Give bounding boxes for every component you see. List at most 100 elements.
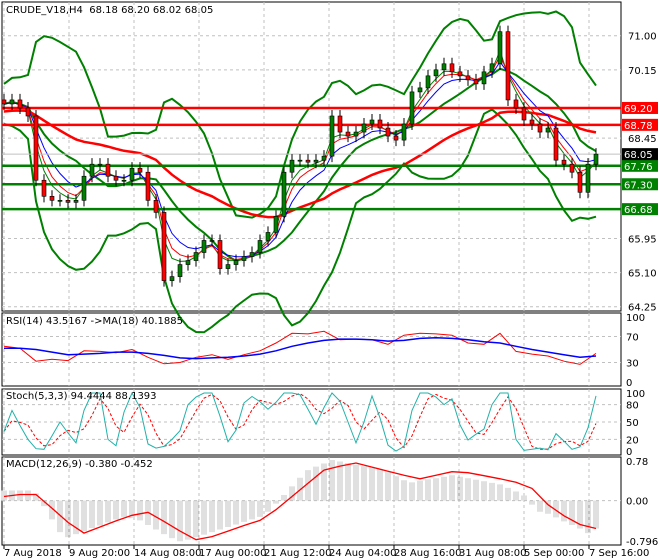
candle-body (537, 123, 543, 133)
macd-axis-label: 0.00 (626, 497, 648, 508)
rsi-axis-label: 70 (626, 333, 639, 344)
moving-average-long-red (3, 109, 597, 219)
x-tick-label: 21 Aug 12:00 (264, 548, 331, 559)
ohlc-readout: 68.18 68.20 68.02 68.05 (89, 5, 214, 16)
candle-body (353, 131, 359, 137)
price-axis-label: 68.45 (628, 134, 657, 145)
moving-average-fast-green (3, 49, 597, 262)
bollinger-middle-band (3, 67, 597, 262)
candle-body (577, 171, 583, 193)
moving-average-blue (3, 61, 597, 258)
candle-body (425, 75, 431, 89)
candle-body (441, 63, 447, 71)
candle-body (137, 167, 143, 173)
candle-body (321, 155, 327, 161)
bollinger-upper-band (3, 10, 597, 219)
rsi-ma-line (4, 337, 597, 360)
candle-body (305, 159, 311, 163)
x-tick-label: 5 Sep 00:00 (524, 548, 584, 559)
candle-body (73, 200, 79, 203)
candle-body (25, 107, 31, 117)
candle-body (89, 163, 95, 177)
candle-body (329, 115, 335, 157)
main-panel-frame (1, 1, 622, 312)
macd-signal-line (3, 462, 597, 541)
candle-body (153, 200, 159, 213)
x-tick-label: 9 Aug 20:00 (69, 548, 130, 559)
stoch-title: Stoch(5,3,3) 94.4444 88.1393 (6, 391, 157, 402)
candle-body (265, 232, 271, 241)
candle-body (105, 163, 111, 177)
candle-body (521, 107, 527, 121)
candle-body (49, 196, 55, 201)
candle-body (553, 127, 559, 161)
candle-body (273, 216, 279, 233)
stoch-axis-label: 50 (626, 418, 639, 429)
x-tick-label: 7 Sep 16:00 (589, 548, 649, 559)
candle-body (393, 135, 399, 141)
candle-body (281, 171, 287, 217)
rsi-axis-label: 100 (626, 313, 645, 324)
x-tick-label: 31 Aug 08:00 (459, 548, 526, 559)
price-axis-label: 71.00 (628, 32, 657, 43)
rsi-title: RSI(14) 43.5167 ->MA(18) 40.1885 (6, 316, 183, 327)
macd-axis-label: 0.78 (626, 457, 648, 468)
candle-body (505, 31, 511, 101)
support-level-label-bg (622, 178, 658, 191)
candle-body (369, 119, 375, 125)
stoch-signal-line (3, 393, 597, 450)
candle-body (57, 200, 63, 202)
macd-axis-label: -0.796 (626, 537, 658, 548)
x-tick-label: 14 Aug 08:00 (134, 548, 201, 559)
support-level-label-bg (622, 203, 658, 216)
candle-body (97, 163, 103, 166)
stoch-main-line (3, 391, 597, 452)
candle-body (209, 240, 215, 242)
resistance-level-label: 68.78 (624, 121, 653, 132)
price-axis-label: 70.15 (628, 66, 657, 77)
current-price-label-bg (622, 148, 658, 161)
support-level-label: 66.68 (624, 205, 653, 216)
candle-body (417, 87, 423, 93)
rsi-line (3, 330, 597, 365)
price-axis-label: 64.25 (628, 303, 657, 314)
moving-average-red (3, 54, 597, 261)
candle-body (225, 264, 231, 269)
candle-body (345, 131, 351, 137)
candle-body (385, 127, 391, 137)
candle-body (145, 171, 151, 201)
rsi-panel-frame (1, 312, 622, 387)
candle-body (433, 69, 439, 77)
rsi-axis-label: 0 (626, 378, 632, 389)
x-tick-label: 17 Aug 00:00 (199, 548, 266, 559)
candle-body (161, 212, 167, 281)
macd-title: MACD(12,26,9) -0.380 -0.452 (6, 459, 153, 470)
candle-body (217, 240, 223, 269)
candle-body (17, 99, 23, 109)
candle-body (185, 260, 191, 265)
candle-body (465, 75, 471, 81)
candle-body (361, 123, 367, 133)
candle-body (9, 99, 15, 105)
candle-body (65, 200, 71, 203)
candle-body (401, 123, 407, 141)
candle-body (497, 31, 503, 65)
candle-body (233, 260, 239, 265)
candle-body (569, 163, 575, 173)
x-tick-label: 24 Aug 04:00 (329, 548, 396, 559)
stoch-axis-label: 100 (626, 389, 645, 400)
resistance-level-label-bg (622, 101, 658, 114)
candle-body (241, 256, 247, 261)
stoch-axis-label: 0 (626, 447, 632, 458)
candle-body (297, 159, 303, 162)
stoch-axis-label: 80 (626, 401, 639, 412)
candle-body (41, 179, 47, 197)
candle-body (473, 79, 479, 85)
candle-body (289, 159, 295, 173)
candle-body (337, 115, 343, 133)
candle-body (177, 264, 183, 277)
candle-body (313, 159, 319, 163)
candle-body (121, 179, 127, 182)
